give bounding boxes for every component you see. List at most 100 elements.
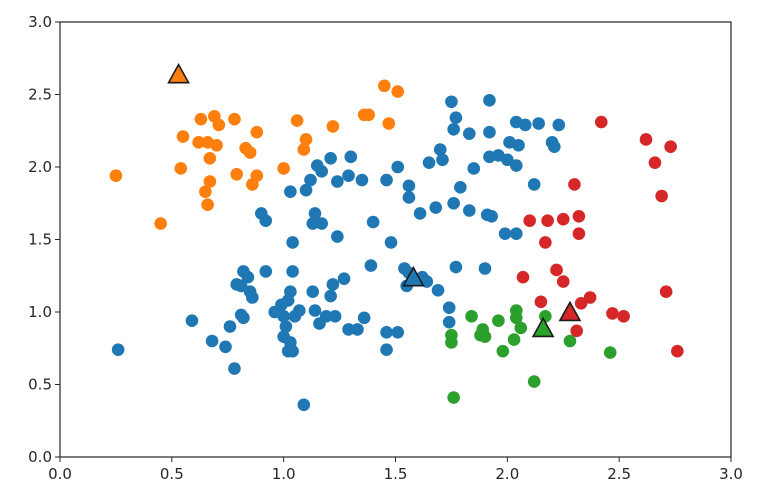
data-point-series-3 bbox=[648, 156, 662, 169]
data-point-series-0 bbox=[237, 311, 250, 325]
data-point-series-0 bbox=[498, 227, 512, 240]
data-point-series-0 bbox=[463, 204, 476, 217]
data-point-series-0 bbox=[402, 179, 416, 193]
data-point-series-0 bbox=[447, 196, 460, 210]
data-point-series-1 bbox=[297, 143, 311, 156]
data-point-series-0 bbox=[293, 304, 306, 317]
data-point-series-3 bbox=[556, 275, 570, 288]
data-point-series-3 bbox=[570, 324, 583, 338]
data-point-series-0 bbox=[277, 310, 290, 323]
points-layer bbox=[109, 79, 684, 412]
data-point-series-0 bbox=[509, 159, 523, 172]
data-point-series-0 bbox=[328, 310, 342, 323]
data-point-series-2 bbox=[527, 375, 541, 388]
data-point-series-0 bbox=[442, 301, 456, 314]
data-point-series-0 bbox=[219, 340, 232, 354]
y-tick-label: 1.0 bbox=[28, 303, 52, 321]
data-point-series-0 bbox=[532, 117, 545, 130]
data-point-series-1 bbox=[174, 162, 188, 175]
data-point-series-0 bbox=[433, 143, 447, 156]
data-point-series-2 bbox=[445, 336, 458, 349]
y-tick-label: 1.5 bbox=[28, 231, 52, 249]
data-point-series-0 bbox=[454, 181, 467, 194]
data-point-series-3 bbox=[594, 115, 608, 129]
data-point-series-0 bbox=[315, 165, 328, 178]
y-tick-label: 0.5 bbox=[28, 376, 52, 394]
data-point-series-2 bbox=[507, 333, 521, 346]
data-point-series-1 bbox=[299, 133, 313, 146]
data-point-series-3 bbox=[539, 236, 552, 249]
data-point-series-0 bbox=[391, 160, 405, 174]
data-point-series-0 bbox=[355, 173, 369, 187]
data-point-series-1 bbox=[246, 178, 259, 191]
data-point-series-0 bbox=[501, 153, 514, 167]
data-point-series-0 bbox=[241, 270, 255, 284]
data-point-series-1 bbox=[210, 138, 223, 152]
data-point-series-0 bbox=[483, 125, 496, 139]
data-point-series-0 bbox=[259, 214, 273, 227]
data-point-series-0 bbox=[342, 169, 355, 182]
data-point-series-0 bbox=[185, 314, 199, 328]
data-point-series-1 bbox=[290, 114, 304, 127]
x-tick-label: 0.0 bbox=[48, 465, 72, 483]
x-tick-label: 3.0 bbox=[719, 465, 743, 483]
data-point-series-0 bbox=[467, 162, 481, 175]
data-point-series-0 bbox=[485, 210, 498, 223]
data-point-series-0 bbox=[548, 140, 561, 153]
data-point-series-0 bbox=[384, 236, 398, 249]
data-point-series-2 bbox=[447, 391, 460, 404]
x-tick-label: 2.5 bbox=[607, 465, 631, 483]
data-point-series-0 bbox=[463, 127, 476, 140]
data-point-series-0 bbox=[422, 156, 436, 169]
data-point-series-1 bbox=[192, 136, 205, 149]
data-point-series-3 bbox=[574, 297, 588, 310]
data-point-series-1 bbox=[109, 169, 123, 182]
data-point-series-3 bbox=[534, 295, 548, 309]
data-point-series-2 bbox=[496, 344, 510, 358]
data-point-series-0 bbox=[431, 283, 445, 297]
data-point-series-0 bbox=[364, 259, 378, 272]
data-point-series-0 bbox=[402, 191, 416, 204]
data-point-series-0 bbox=[380, 326, 393, 339]
data-point-series-0 bbox=[315, 217, 328, 230]
data-point-series-3 bbox=[568, 178, 581, 191]
data-point-series-0 bbox=[281, 344, 295, 358]
data-point-series-1 bbox=[326, 120, 340, 133]
data-point-series-3 bbox=[550, 263, 563, 277]
centroid-triangle-2 bbox=[531, 316, 555, 338]
data-point-series-0 bbox=[483, 94, 496, 107]
data-point-series-1 bbox=[201, 198, 214, 211]
data-point-series-0 bbox=[286, 265, 299, 278]
data-point-series-0 bbox=[111, 343, 125, 357]
centroid-triangle-3 bbox=[558, 300, 582, 322]
data-point-series-0 bbox=[380, 173, 393, 187]
data-point-series-0 bbox=[351, 323, 364, 336]
data-point-series-0 bbox=[306, 217, 320, 230]
data-point-series-3 bbox=[664, 140, 677, 153]
data-point-series-0 bbox=[366, 215, 380, 229]
data-point-series-2 bbox=[492, 314, 505, 328]
data-point-series-3 bbox=[659, 285, 673, 299]
data-point-series-1 bbox=[228, 112, 241, 126]
data-point-series-3 bbox=[572, 210, 586, 223]
data-point-series-2 bbox=[474, 328, 487, 342]
data-point-series-1 bbox=[277, 162, 290, 175]
x-tick-label: 1.5 bbox=[384, 465, 408, 483]
data-point-series-3 bbox=[617, 310, 630, 323]
data-point-series-0 bbox=[319, 310, 333, 323]
data-point-series-0 bbox=[391, 326, 405, 339]
data-point-series-0 bbox=[286, 236, 299, 249]
data-point-series-0 bbox=[246, 291, 259, 304]
data-point-series-1 bbox=[154, 217, 167, 230]
data-point-series-0 bbox=[357, 311, 371, 325]
data-point-series-0 bbox=[308, 304, 322, 317]
centroids-layer bbox=[167, 63, 582, 338]
data-point-series-2 bbox=[603, 346, 617, 359]
data-point-series-1 bbox=[250, 125, 264, 139]
data-point-series-0 bbox=[436, 153, 449, 167]
data-point-series-0 bbox=[478, 262, 492, 275]
data-point-series-0 bbox=[306, 285, 320, 299]
data-point-series-0 bbox=[326, 278, 340, 291]
data-point-series-0 bbox=[449, 260, 463, 274]
data-point-series-0 bbox=[518, 118, 532, 132]
